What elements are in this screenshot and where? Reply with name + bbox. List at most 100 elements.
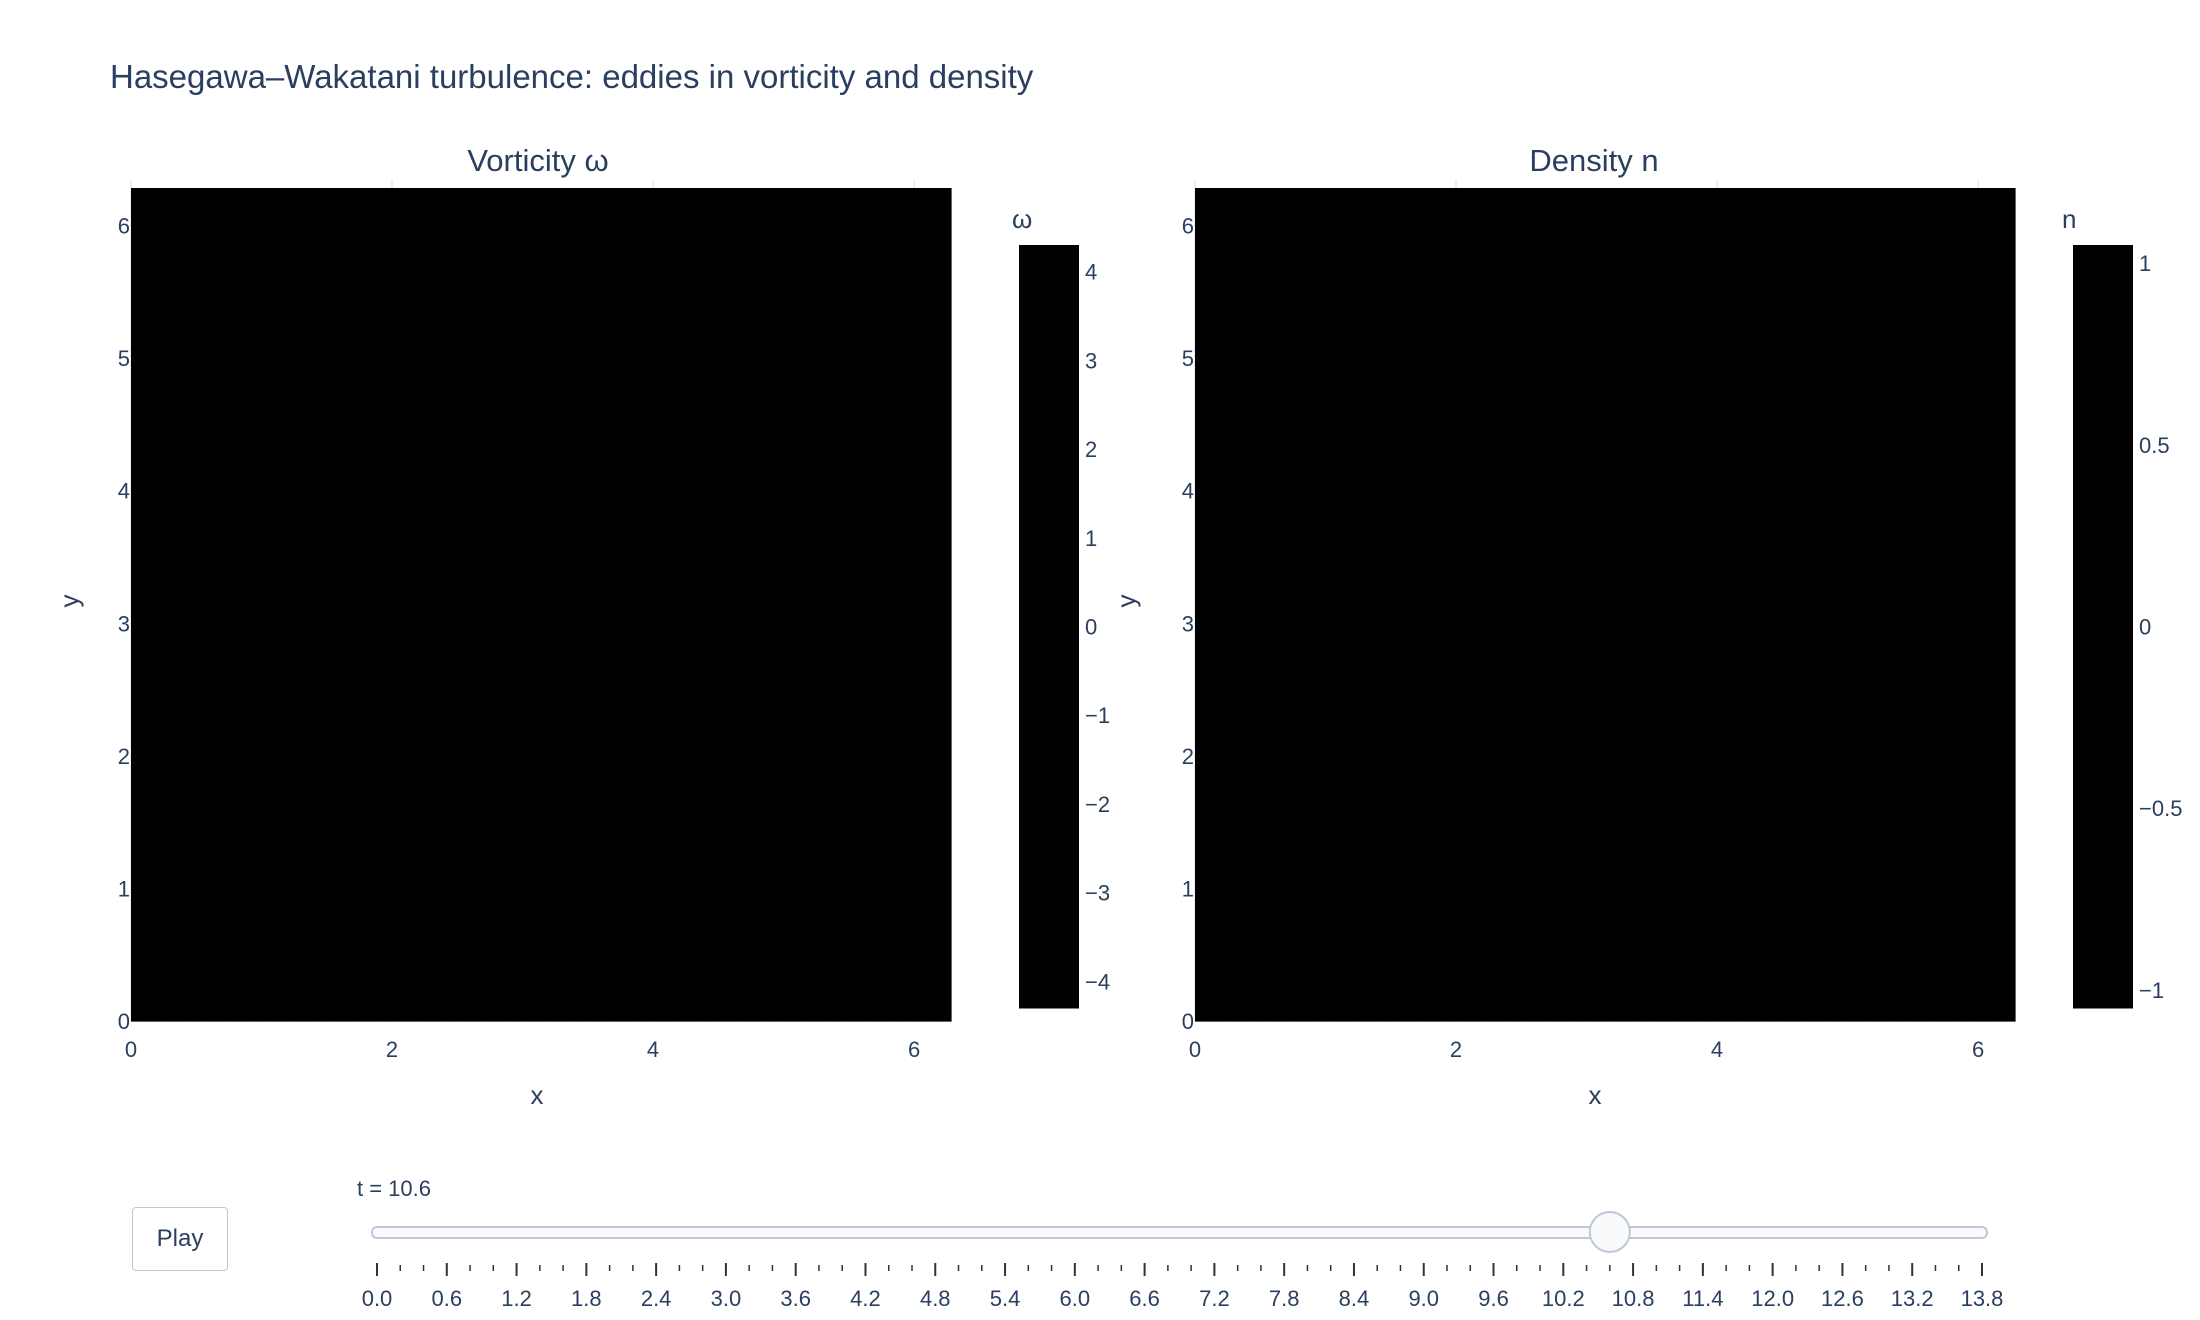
heatmap-cell — [1976, 955, 1990, 970]
heatmap-cell — [182, 591, 196, 606]
heatmap-cell — [1451, 864, 1465, 879]
heatmap-cell — [169, 604, 183, 619]
heatmap-cell — [758, 500, 773, 514]
heatmap-cell — [553, 994, 568, 1009]
heatmap-cell — [476, 812, 491, 827]
heatmap-cell — [784, 188, 798, 202]
heatmap-cell — [707, 422, 721, 436]
heatmap-cell — [425, 552, 440, 567]
heatmap-cell — [207, 539, 222, 554]
heatmap-cell — [771, 1007, 786, 1022]
heatmap-cell — [822, 734, 837, 749]
heatmap-cell — [925, 539, 939, 554]
heatmap-cell — [758, 188, 773, 202]
heatmap-cell — [630, 539, 645, 554]
heatmap-cell — [1515, 929, 1529, 944]
heatmap-cell — [861, 578, 875, 593]
heatmap-cell — [1540, 981, 1555, 996]
heatmap-cell — [707, 838, 721, 853]
heatmap-cell — [246, 747, 260, 762]
heatmap-cell — [195, 955, 209, 970]
heatmap-cell — [169, 331, 183, 345]
heatmap-cell — [1745, 981, 1760, 996]
heatmap-cell — [476, 487, 491, 501]
heatmap-cell — [656, 487, 670, 501]
heatmap-cell — [464, 656, 478, 671]
heatmap-cell — [425, 201, 440, 215]
heatmap-cell — [438, 786, 452, 801]
heatmap-cell — [310, 552, 324, 567]
heatmap-cell — [643, 500, 657, 514]
heatmap-cell — [1297, 890, 1311, 905]
heatmap-cell — [886, 630, 901, 645]
heatmap-cell — [810, 721, 824, 736]
heatmap-cell — [912, 942, 926, 957]
heatmap-cell — [579, 643, 593, 658]
heatmap-cell — [425, 539, 440, 554]
heatmap-cell — [323, 734, 337, 749]
heatmap-cell — [541, 435, 555, 449]
heatmap-cell — [1540, 903, 1555, 918]
heatmap-cell — [861, 201, 875, 215]
heatmap-cell — [425, 474, 440, 488]
heatmap-cell — [336, 721, 350, 736]
heatmap-cell — [233, 409, 247, 423]
heatmap-cell — [1195, 903, 1209, 918]
heatmap-cell — [1886, 968, 1901, 983]
heatmap-cell — [1848, 968, 1862, 983]
heatmap-cell — [874, 318, 888, 332]
heatmap-cell — [233, 318, 247, 332]
heatmap-cell — [361, 942, 376, 957]
heatmap-cell — [207, 435, 222, 449]
heatmap-cell — [912, 188, 926, 202]
colorbar-segment — [1019, 270, 1079, 278]
heatmap-cell — [553, 695, 568, 710]
heatmap-cell — [489, 877, 504, 892]
heatmap-cell — [1681, 968, 1696, 983]
heatmap-cell — [233, 734, 247, 749]
heatmap-cell — [681, 487, 696, 501]
heatmap-cell — [1284, 864, 1299, 879]
heatmap-cell — [681, 448, 696, 462]
heatmap-cell — [630, 591, 645, 606]
heatmap-cell — [528, 331, 542, 345]
heatmap-cell — [489, 240, 504, 254]
heatmap-cell — [233, 695, 247, 710]
heatmap-cell — [630, 825, 645, 840]
heatmap-cell — [502, 487, 516, 501]
heatmap-cell — [1707, 955, 1721, 970]
colorbar-segment — [1019, 772, 1079, 780]
heatmap-cell — [528, 357, 542, 371]
heatmap-cell — [810, 708, 824, 723]
density-heatmap[interactable] — [1195, 188, 2016, 1022]
heatmap-cell — [810, 305, 824, 319]
heatmap-cell — [1720, 916, 1734, 931]
heatmap-cell — [694, 851, 709, 866]
heatmap-cell — [1528, 929, 1542, 944]
heatmap-cell — [1438, 1007, 1452, 1022]
heatmap-cell — [271, 864, 286, 879]
heatmap-cell — [143, 422, 158, 436]
heatmap-cell — [451, 253, 465, 267]
colorbar-segment — [1019, 868, 1079, 875]
heatmap-cell — [592, 786, 606, 801]
heatmap-cell — [617, 760, 632, 775]
heatmap-cell — [1643, 981, 1657, 996]
vorticity-heatmap[interactable] — [131, 188, 952, 1022]
heatmap-cell — [656, 669, 670, 684]
heatmap-cell — [246, 864, 260, 879]
heatmap-cell — [400, 864, 414, 879]
heatmap-cell — [323, 552, 337, 567]
heatmap-cell — [681, 786, 696, 801]
heatmap-cell — [131, 409, 145, 423]
heatmap-cell — [886, 981, 901, 996]
heatmap-cell — [451, 318, 465, 332]
heatmap-cell — [797, 578, 811, 593]
heatmap-cell — [861, 734, 875, 749]
heatmap-cell — [143, 851, 158, 866]
heatmap-cell — [643, 331, 657, 345]
heatmap-cell — [643, 422, 657, 436]
heatmap-cell — [1412, 890, 1427, 905]
heatmap-cell — [182, 188, 196, 202]
heatmap-cell — [1348, 994, 1363, 1009]
